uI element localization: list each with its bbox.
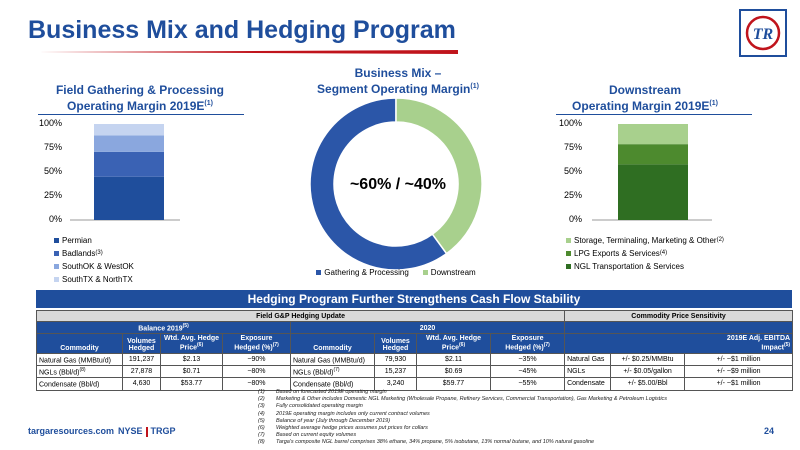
footer-website-link[interactable]: targaresources.com — [28, 426, 115, 436]
col-commodity-2: Commodity — [290, 333, 375, 354]
y-tick-label: 25% — [563, 190, 582, 200]
y-tick-label: 50% — [563, 166, 582, 176]
group-left-header: Field G&P Hedging Update — [35, 310, 566, 322]
footnote: (6) Weighted average hedge prices assumes… — [258, 425, 428, 432]
bar-segment-3 — [94, 124, 164, 136]
legend-label: Downstream — [430, 268, 476, 277]
legend-item: SouthOK & WestOK — [54, 260, 134, 273]
table-year-row: Balance 2019(5) 2020 — [36, 320, 794, 335]
donut-slice-0 — [309, 97, 448, 271]
downstream-chart-rule — [556, 114, 752, 115]
y-tick-label: 50% — [43, 166, 62, 176]
bar-segment-2 — [94, 135, 164, 152]
legend-item: LPG Exports & Services (4) — [566, 247, 724, 260]
col-exposure-2: Exposure Hedged (%)(7) — [489, 333, 566, 354]
legend-swatch — [54, 238, 59, 243]
footnotes: (1) Based on forecasted 2019E operating m… — [258, 389, 667, 447]
field-legend: Permian Badlands (3) SouthOK & WestOK SouthT… — [54, 234, 134, 286]
legend-label: LPG Exports & Services — [574, 249, 660, 258]
legend-item: Badlands (3) — [54, 247, 134, 260]
legend-label: Storage, Terminaling, Marketing & Other — [574, 236, 717, 245]
bar-segment-0 — [618, 164, 688, 220]
bar-segment-1 — [618, 144, 688, 165]
legend-label: Gathering & Processing — [324, 268, 409, 277]
donut-slice-1 — [395, 97, 483, 255]
legend-label: Badlands — [62, 249, 96, 258]
year-2020-header: 2020 — [289, 320, 566, 335]
col-commodity-1: Commodity — [36, 333, 123, 354]
legend-label: SouthTX & NorthTX — [62, 275, 133, 284]
col-price-2: Wtd. Avg. Hedge Price(6) — [416, 333, 491, 354]
col-volumes-2: Volumes Hedged — [374, 333, 417, 354]
legend-label: Permian — [62, 236, 92, 245]
bar-segment-2 — [618, 124, 688, 145]
footnote: (8) Targa's composite NGL barrel comprise… — [258, 439, 595, 446]
downstream-bar-chart — [592, 124, 712, 221]
field-chart-rule — [38, 114, 244, 115]
table-row: NGLs (Bbl/d)(8) 27,878 $0.71 ~80% NGLs (… — [36, 364, 794, 379]
y-tick-label: 100% — [38, 118, 62, 128]
footer-ticker: NYSE TRGP — [118, 426, 176, 437]
field-chart-title: Field Gathering & Processing Operating M… — [55, 83, 225, 113]
downstream-chart-title: Downstream Operating Margin 2019E(1) — [572, 83, 718, 113]
mix-legend: Gathering & Processing Downstream — [286, 268, 506, 277]
legend-swatch — [54, 264, 59, 269]
legend-item: Downstream — [422, 268, 476, 277]
title-underline — [38, 50, 458, 54]
company-logo: TR — [739, 9, 787, 57]
y-tick-label: 0% — [568, 214, 582, 224]
footnote: (3) Fully consolidated operating margin — [258, 403, 363, 410]
legend-item: Permian — [54, 234, 134, 247]
footnote: (5) Balance of year (July through Decembe… — [258, 417, 391, 424]
footnote: (4) 2019E operating margin includes only … — [258, 410, 430, 417]
group-right-header: Commodity Price Sensitivity — [564, 310, 794, 322]
legend-label: SouthOK & WestOK — [62, 262, 134, 271]
page-number: 24 — [764, 426, 775, 436]
y-tick-label: 100% — [558, 118, 582, 128]
table-row: Natural Gas (MMBtu/d) 191,237 $2.13 ~90%… — [36, 352, 794, 366]
legend-item: NGL Transportation & Services — [566, 260, 724, 273]
legend-swatch — [566, 264, 571, 269]
y-tick-label: 75% — [563, 142, 582, 152]
y-tick-label: 0% — [48, 214, 62, 224]
field-bar-chart — [70, 124, 180, 221]
footnote: (2) Marketing & Other includes Domestic N… — [258, 396, 668, 403]
hedging-table: Field G&P Hedging Update Commodity Price… — [35, 310, 794, 391]
mix-center-label: ~60% / ~40% — [349, 176, 447, 193]
mix-donut-chart — [309, 97, 483, 271]
bar-segment-0 — [94, 176, 164, 220]
footnote: (1) Based on forecasted 2019E operating m… — [258, 389, 387, 395]
legend-item: Gathering & Processing — [316, 268, 409, 277]
y-tick-label: 25% — [43, 190, 62, 200]
col-impact: 2019E Adj. EBITDA Impact(5) — [564, 333, 794, 354]
legend-label: NGL Transportation & Services — [574, 262, 684, 271]
col-volumes-1: Volumes Hedged — [122, 333, 161, 354]
col-exposure-1: Exposure Hedged (%)(7) — [222, 333, 291, 354]
balance-header: Balance 2019(5) — [36, 320, 291, 335]
mix-chart-title: Business Mix – Segment Operating Margin(… — [317, 66, 479, 96]
logo-text: TR — [753, 26, 774, 43]
table-row: Condensate (Bbl/d) 4,630 $53.77 ~80% Con… — [36, 377, 794, 391]
page-title: Business Mix and Hedging Program — [28, 16, 456, 44]
legend-swatch — [54, 251, 59, 256]
ticker-divider — [145, 426, 148, 437]
bar-segment-1 — [94, 151, 164, 177]
col-price-1: Wtd. Avg. Hedge Price(6) — [160, 333, 223, 354]
footnote: (7) Based on current equity volumes — [258, 432, 357, 439]
table-column-header-row: Commodity Volumes Hedged Wtd. Avg. Hedge P… — [36, 333, 794, 354]
legend-swatch — [54, 277, 59, 282]
downstream-legend: Storage, Terminaling, Marketing & Other(… — [566, 234, 724, 273]
legend-item: Storage, Terminaling, Marketing & Other(… — [566, 234, 724, 247]
table-group-header-row: Field G&P Hedging Update Commodity Price… — [35, 310, 794, 322]
legend-item: SouthTX & NorthTX — [54, 273, 134, 286]
sensitivity-blank-header — [564, 320, 794, 335]
y-tick-label: 75% — [43, 142, 62, 152]
legend-swatch — [566, 251, 571, 256]
legend-swatch — [566, 238, 571, 243]
hedging-band-title: Hedging Program Further Strengthens Cash… — [36, 290, 792, 308]
